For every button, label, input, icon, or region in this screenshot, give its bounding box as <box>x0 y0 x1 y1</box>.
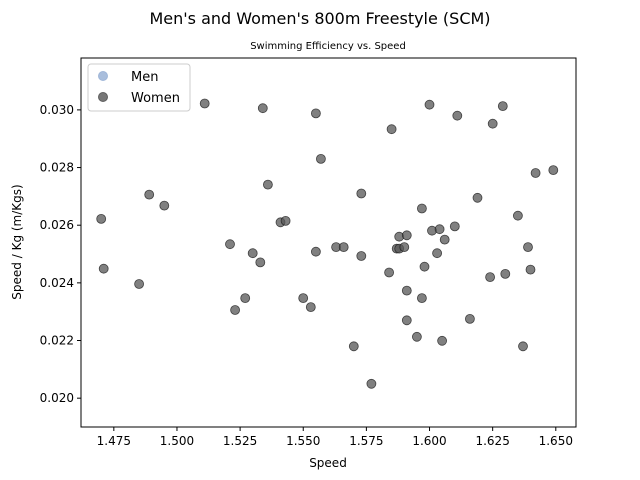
data-point-women <box>525 264 536 275</box>
y-axis-ticks: 0.020 0.022 0.024 0.026 0.028 0.030 <box>40 103 81 405</box>
data-point-women <box>530 168 541 178</box>
data-point-women <box>518 341 528 352</box>
x-tick-label: 1.525 <box>223 434 257 448</box>
data-point-women <box>548 165 559 176</box>
y-tick-label: 0.026 <box>40 218 74 232</box>
x-tick-label: 1.575 <box>349 434 383 448</box>
data-point-women <box>419 261 430 272</box>
data-point-women <box>356 251 367 261</box>
data-point-women <box>310 246 321 257</box>
data-point-women <box>199 98 210 109</box>
y-tick-label: 0.022 <box>40 334 74 348</box>
data-point-women <box>464 313 475 324</box>
plot-frame <box>80 57 577 428</box>
data-point-women <box>225 239 235 250</box>
y-tick-label: 0.030 <box>40 103 74 117</box>
data-point-women <box>401 285 412 296</box>
data-point-women <box>401 315 412 326</box>
data-point-women <box>310 108 321 119</box>
data-point-women <box>416 293 427 304</box>
data-point-women <box>255 257 266 268</box>
data-point-women <box>230 305 241 315</box>
data-point-women <box>144 189 155 200</box>
data-point-women <box>305 302 316 313</box>
data-point-women <box>485 272 496 283</box>
data-point-women <box>247 248 258 259</box>
data-point-women <box>280 215 291 226</box>
data-points <box>96 98 559 389</box>
data-point-women <box>240 293 251 304</box>
data-point-women <box>452 110 463 121</box>
x-tick-label: 1.600 <box>412 434 446 448</box>
data-point-women <box>386 124 397 135</box>
x-axis-ticks: 1.475 1.500 1.525 1.550 1.575 1.600 1.625 1.650 <box>97 427 573 448</box>
data-point-women <box>401 230 412 241</box>
legend: Men Women <box>87 63 191 112</box>
x-axis-label: Speed <box>309 456 347 470</box>
legend-label-women: Women <box>131 91 180 106</box>
data-point-women <box>262 179 273 190</box>
data-point-women <box>411 331 422 342</box>
data-point-women <box>500 268 511 279</box>
data-point-women <box>432 248 443 259</box>
legend-label-men: Men <box>131 70 158 85</box>
data-point-women <box>366 378 377 389</box>
legend-marker-men <box>98 71 108 81</box>
data-point-women <box>437 335 448 346</box>
x-tick-label: 1.650 <box>539 434 573 448</box>
data-point-women <box>257 103 268 114</box>
y-tick-label: 0.028 <box>40 161 74 175</box>
y-axis-label: Speed / Kg (m/Kgs) <box>10 184 24 299</box>
plot-area <box>81 58 576 427</box>
legend-box <box>87 63 191 112</box>
data-point-women <box>424 99 435 110</box>
x-tick-label: 1.475 <box>97 434 131 448</box>
data-point-women <box>96 213 107 224</box>
y-tick-label: 0.024 <box>40 276 74 290</box>
data-point-women <box>298 293 309 304</box>
legend-marker-women <box>98 92 108 102</box>
data-point-women <box>384 267 395 278</box>
data-point-women <box>134 279 145 289</box>
data-point-women <box>338 242 349 253</box>
y-tick-label: 0.020 <box>40 391 74 405</box>
data-point-women <box>315 153 326 164</box>
chart-subtitle: Swimming Efficiency vs. Speed <box>250 41 406 52</box>
data-point-women <box>348 341 359 352</box>
data-point-women <box>497 101 508 111</box>
data-point-women <box>98 263 109 274</box>
data-point-women <box>434 224 445 235</box>
x-tick-label: 1.550 <box>286 434 320 448</box>
data-point-women <box>159 200 170 211</box>
x-tick-label: 1.625 <box>475 434 509 448</box>
data-point-women <box>356 188 367 199</box>
data-point-women <box>449 221 460 232</box>
data-point-women <box>487 118 498 129</box>
data-point-women <box>399 242 410 253</box>
data-point-women <box>523 242 533 253</box>
data-point-women <box>472 192 483 203</box>
x-tick-label: 1.500 <box>160 434 194 448</box>
data-point-women <box>439 234 450 245</box>
chart-title: Men's and Women's 800m Freestyle (SCM) <box>149 9 490 28</box>
data-point-women <box>416 203 427 214</box>
data-point-women <box>513 210 523 221</box>
